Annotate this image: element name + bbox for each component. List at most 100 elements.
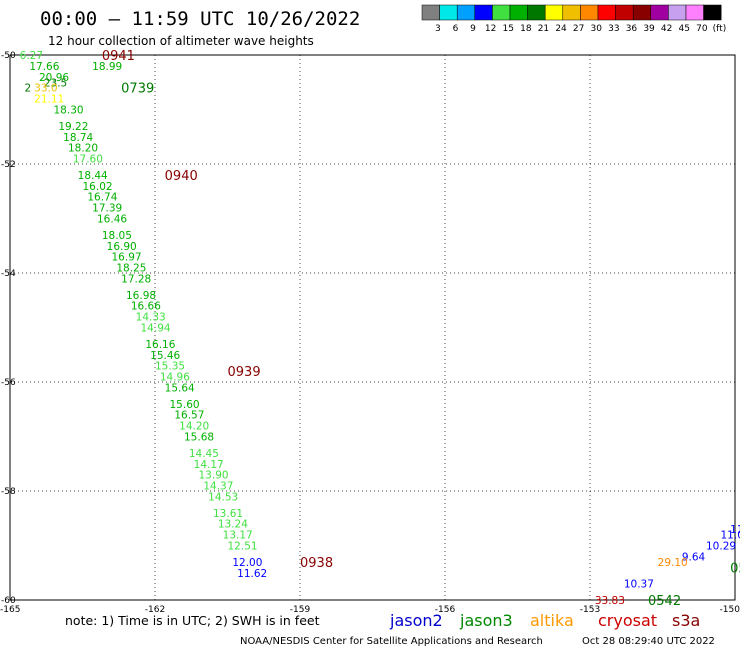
pass-time-label: 0938 [300, 556, 333, 571]
pass-time-label: 0940 [165, 169, 198, 184]
wave-height-point: 11.62 [237, 568, 267, 580]
wave-height-point: 21.11 [34, 94, 64, 106]
wave-height-point: 18.20 [68, 143, 98, 155]
wave-height-point: 15.60 [170, 399, 200, 411]
wave-height-point: 9.64 [682, 551, 706, 563]
wave-height-point: 18.99 [92, 61, 122, 73]
colorbar-swatch [615, 4, 634, 21]
wave-height-point: 18.25 [116, 263, 146, 275]
wave-height-point: 19.22 [58, 121, 88, 133]
wave-height-point: 14.96 [160, 372, 190, 384]
colorbar-label: 39 [643, 24, 655, 34]
y-tick-label: -50 [1, 51, 16, 61]
pass-time-label: 05 [730, 561, 740, 576]
wave-height-point: 10.37 [624, 579, 654, 591]
colorbar-label: 42 [661, 24, 672, 34]
wave-height-point: 20.96 [39, 72, 69, 84]
wave-height-point: 16.46 [97, 214, 127, 226]
colorbar-swatch [580, 4, 599, 21]
axis-ticks: -165 -162 -159 -156 -153 -150 -50 -52 -54 -56 -58 -… [0, 51, 740, 615]
mission-legend-altika: altika [530, 611, 574, 630]
plot-frame [9, 54, 736, 601]
pass-time-label: 0941 [102, 49, 135, 64]
colorbar-swatch [456, 4, 476, 21]
colorbar-label: 12 [485, 24, 496, 34]
wave-height-point: 16.66 [131, 301, 161, 313]
mission-legend-s3a: s3a [672, 611, 700, 630]
x-tick-label: -153 [580, 605, 600, 615]
colorbar-swatch [632, 4, 652, 21]
colorbar-swatch [562, 4, 581, 21]
mission-legend-jason2: jason2 [389, 611, 443, 630]
y-tick-label: -52 [1, 160, 16, 170]
wave-height-point: 16.97 [112, 252, 142, 264]
chart-subtitle: 12 hour collection of altimeter wave hei… [48, 34, 314, 48]
wave-height-point: 14.20 [179, 421, 209, 433]
wave-height-point: 16.57 [174, 410, 204, 422]
colorbar-swatch [668, 4, 687, 21]
colorbar-label: 15 [503, 24, 514, 34]
footer-timestamp: Oct 28 08:29:40 UTC 2022 [582, 636, 715, 647]
colorbar-label: (ft) [713, 24, 727, 34]
chart-title: 00:00 – 11:59 UTC 10/26/2022 [40, 8, 360, 30]
colorbar-label: 33 [608, 24, 619, 34]
wave-height-point: 16.90 [107, 241, 137, 253]
colorbar-label: 6 [453, 24, 459, 34]
colorbar-label: 24 [555, 24, 567, 34]
colorbar-swatch [492, 4, 511, 21]
wave-height-point: 14.17 [194, 459, 224, 471]
wave-height-point: 14.53 [208, 491, 238, 503]
colorbar-label: 18 [520, 24, 532, 34]
colorbar-swatch [527, 4, 546, 21]
wave-height-point: 18.30 [54, 105, 84, 117]
time-labels: 0941 0739 0940 0939 0938 0542 05 [102, 49, 740, 609]
colorbar-swatch [597, 4, 616, 21]
pass-time-label: 0939 [228, 365, 261, 380]
y-tick-label: -58 [1, 487, 16, 497]
wave-height-point: 16.98 [126, 290, 156, 302]
wave-height-point: 11.06 [721, 530, 740, 542]
wave-height-point: 2 [25, 83, 32, 95]
wave-height-point: 13.61 [213, 508, 243, 520]
wave-height-point: 15.46 [150, 350, 180, 362]
wave-height-point: 16.02 [83, 181, 113, 193]
colorbar-swatch [703, 4, 722, 21]
colorbar-swatch [439, 4, 458, 21]
wave-height-point: 13.90 [199, 470, 229, 482]
mission-legend: jason2 jason3 altika cryosat s3a [389, 611, 700, 630]
colorbar-label: 30 [591, 24, 603, 34]
wave-height-point: 33.0 [34, 83, 57, 95]
colorbar-label: 27 [573, 24, 584, 34]
y-tick-label: -60 [1, 596, 16, 606]
x-tick-label: -156 [435, 605, 456, 615]
x-tick-label: -150 [720, 605, 740, 615]
wave-height-point: 17.39 [92, 203, 122, 215]
mission-legend-jason3: jason3 [459, 611, 513, 630]
colorbar-legend: 3 6 9 12 15 18 21 24 27 30 33 36 39 42 45 70 (ft) [421, 4, 727, 34]
colorbar-label: 21 [538, 24, 549, 34]
colorbar-swatch [685, 4, 704, 21]
wave-height-point: 17.60 [73, 154, 103, 166]
wave-height-point: 18.74 [63, 132, 93, 144]
wave-height-point: 18.44 [78, 170, 108, 182]
wave-height-point: 16.74 [87, 192, 117, 204]
wave-height-point: 18.05 [102, 230, 132, 242]
pass-time-label: 0542 [648, 594, 681, 609]
colorbar-label: 36 [626, 24, 638, 34]
colorbar-label: 9 [470, 24, 476, 34]
wave-height-point: 16.16 [145, 339, 175, 351]
wave-height-point: 12.00 [232, 557, 262, 569]
wave-height-point: 13.24 [218, 519, 248, 531]
wave-height-point: 14.45 [189, 448, 219, 460]
wave-height-point: 17.66 [29, 61, 59, 73]
x-tick-label: -159 [290, 605, 311, 615]
pass-time-label: 0739 [121, 82, 154, 97]
wave-height-point: 15.68 [184, 432, 214, 444]
colorbar-swatch [544, 4, 564, 21]
colorbar-swatch [474, 4, 493, 21]
footer-credit: NOAA/NESDIS Center for Satellite Applica… [240, 636, 543, 647]
wave-height-point: 12.51 [228, 541, 258, 553]
colorbar-swatch [421, 4, 440, 21]
wave-height-point: 29.10 [658, 557, 688, 569]
